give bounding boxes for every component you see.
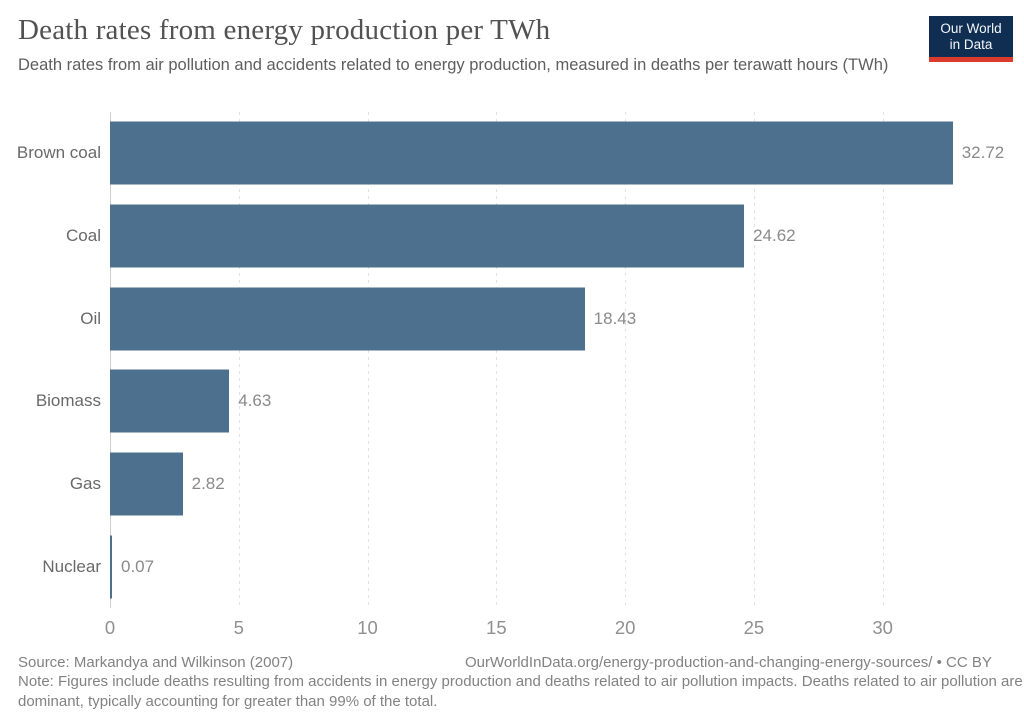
value-label: 18.43 bbox=[593, 308, 637, 328]
bar-row: Gas 2.82 bbox=[70, 443, 996, 526]
bar[interactable] bbox=[110, 204, 745, 268]
gridline bbox=[625, 112, 627, 608]
bar-row: Biomass 4.63 bbox=[36, 360, 996, 443]
chart-title: Death rates from energy production per T… bbox=[18, 14, 551, 46]
value-label: 4.63 bbox=[238, 391, 272, 411]
bar-row: Brown coal 32.72 bbox=[17, 112, 1004, 195]
x-tick-label: 30 bbox=[872, 617, 893, 638]
category-label: Gas bbox=[69, 474, 101, 494]
x-tick-label: 5 bbox=[233, 617, 244, 638]
x-tick-label: 20 bbox=[614, 617, 636, 638]
bar-row: Nuclear 0.07 bbox=[42, 525, 996, 608]
bar[interactable] bbox=[110, 535, 112, 599]
footer-note: Note: Figures include deaths resulting f… bbox=[18, 673, 1023, 710]
category-label: Brown coal bbox=[16, 143, 101, 163]
axis-zero-line bbox=[110, 112, 111, 608]
category-label: Biomass bbox=[35, 391, 101, 411]
bar-rows: Brown coal 32.72 Coal 24.62 Oil 18.43 Biomass 4… bbox=[17, 112, 1004, 608]
owid-logo: Our World in Data bbox=[929, 16, 1013, 62]
category-label: Nuclear bbox=[42, 556, 101, 576]
gridline bbox=[238, 112, 240, 608]
owid-logo-text: Our World in Data bbox=[929, 16, 1013, 57]
bar-row: Oil 18.43 bbox=[80, 277, 996, 360]
footer-source: Source: Markandya and Wilkinson (2007) bbox=[18, 654, 294, 671]
bar[interactable] bbox=[110, 369, 230, 433]
x-tick-label: 15 bbox=[486, 617, 507, 638]
bar-chart-plot-area: Brown coal 32.72 Coal 24.62 Oil 18.43 Biomass 4… bbox=[17, 112, 1004, 608]
category-label: Oil bbox=[80, 308, 101, 328]
value-label: 2.82 bbox=[191, 474, 225, 494]
x-tick-label: 10 bbox=[357, 617, 378, 638]
value-label: 32.72 bbox=[961, 143, 1005, 163]
x-axis: 0 5 10 15 20 25 30 bbox=[105, 617, 996, 643]
owid-logo-line1: Our World bbox=[940, 20, 1002, 36]
bar[interactable] bbox=[110, 452, 183, 516]
gridline bbox=[753, 112, 755, 608]
x-tick-label: 0 bbox=[104, 617, 116, 638]
owid-logo-accent-bar bbox=[929, 57, 1013, 62]
category-label: Coal bbox=[66, 226, 101, 245]
gridline bbox=[496, 112, 498, 608]
value-label: 0.07 bbox=[121, 556, 155, 576]
gridline bbox=[367, 112, 369, 608]
value-label: 24.62 bbox=[753, 226, 796, 245]
bar[interactable] bbox=[110, 287, 585, 351]
x-tick-label: 25 bbox=[743, 617, 765, 638]
chart-subtitle: Death rates from air pollution and accid… bbox=[18, 56, 889, 74]
bar-row: Coal 24.62 bbox=[66, 195, 996, 278]
footer-citation-link[interactable]: OurWorldInData.org/energy-production-and… bbox=[465, 654, 992, 671]
bar[interactable] bbox=[110, 121, 953, 185]
owid-logo-line2: in Data bbox=[949, 36, 993, 52]
gridline bbox=[882, 112, 884, 608]
